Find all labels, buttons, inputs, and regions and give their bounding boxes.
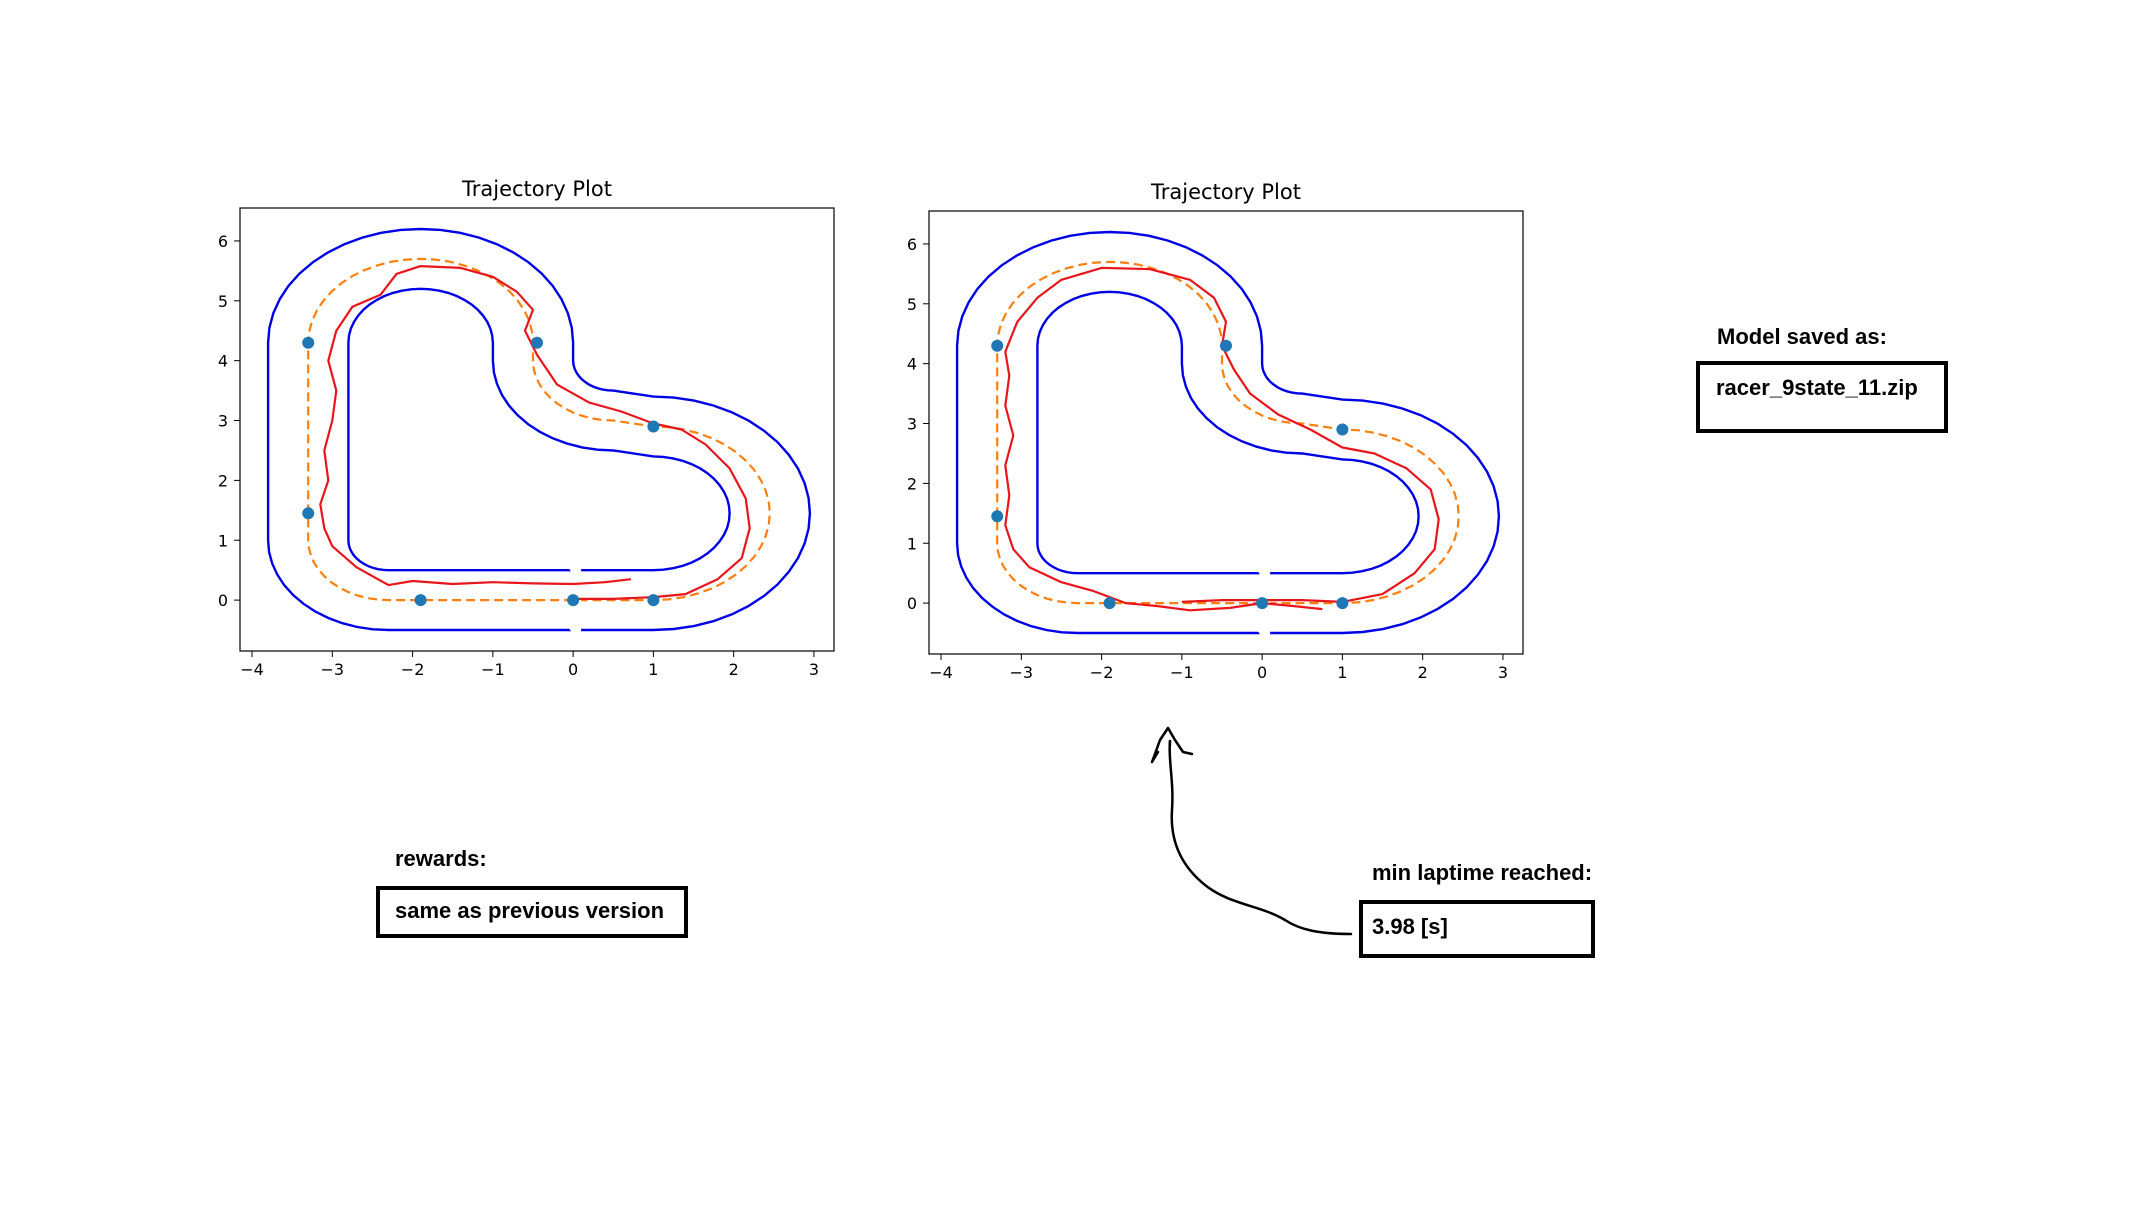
x-tick-label: 3 xyxy=(809,660,819,679)
laptime-value: 3.98 [s] xyxy=(1372,914,1448,939)
y-tick-label: 4 xyxy=(907,355,917,374)
x-tick-label: −2 xyxy=(1090,663,1114,682)
trajectory-line xyxy=(1004,266,1440,612)
y-tick-label: 4 xyxy=(218,352,228,371)
waypoint-marker xyxy=(1336,423,1349,436)
waypoint-marker xyxy=(991,510,1004,523)
laptime-box xyxy=(1359,900,1595,958)
y-tick-label: 0 xyxy=(218,591,228,610)
x-tick-label: 1 xyxy=(648,660,658,679)
y-tick-label: 6 xyxy=(907,235,917,254)
waypoint-marker xyxy=(414,594,427,607)
rewards-box xyxy=(376,886,688,938)
waypoint-marker xyxy=(302,507,315,520)
rewards-label: rewards: xyxy=(395,846,487,871)
laptime-label: min laptime reached: xyxy=(1372,860,1593,885)
y-tick-label: 5 xyxy=(218,292,228,311)
x-tick-label: −2 xyxy=(401,660,425,679)
waypoint-marker xyxy=(1220,339,1232,352)
trajectory-line xyxy=(319,265,751,600)
x-tick-label: 0 xyxy=(1257,663,1267,682)
waypoint-marker xyxy=(567,594,580,607)
x-tick-label: −3 xyxy=(1010,663,1034,682)
x-tick-label: −3 xyxy=(321,660,345,679)
x-tick-label: 3 xyxy=(1498,663,1508,682)
y-tick-label: 3 xyxy=(907,415,917,434)
x-tick-label: 2 xyxy=(729,660,739,679)
x-tick-label: 2 xyxy=(1418,663,1428,682)
start-gap-inner xyxy=(569,565,578,575)
x-tick-label: 0 xyxy=(568,660,578,679)
y-tick-label: 0 xyxy=(907,594,917,613)
arrow-head xyxy=(1150,726,1194,764)
start-gap-inner xyxy=(1258,568,1267,578)
x-tick-label: −1 xyxy=(481,660,505,679)
waypoint-marker xyxy=(1256,597,1269,610)
y-tick-label: 2 xyxy=(907,474,917,493)
model-filename-box xyxy=(1696,361,1948,433)
x-tick-label: 1 xyxy=(1337,663,1347,682)
waypoint-marker xyxy=(1103,597,1116,610)
waypoint-marker xyxy=(991,339,1004,352)
x-tick-label: −1 xyxy=(1170,663,1194,682)
waypoint-marker xyxy=(302,336,315,349)
arrow-shaft xyxy=(1168,739,1353,936)
track-inner-boundary xyxy=(1036,290,1420,575)
track-inner-boundary xyxy=(347,287,731,572)
y-tick-label: 1 xyxy=(907,534,917,553)
plot-title: Trajectory Plot xyxy=(461,177,612,201)
x-tick-label: −4 xyxy=(929,663,953,682)
reference-centerline xyxy=(307,257,771,602)
waypoint-marker xyxy=(647,420,660,433)
y-tick-label: 5 xyxy=(907,295,917,314)
start-gap-outer xyxy=(569,625,578,635)
y-tick-label: 3 xyxy=(218,412,228,431)
rewards-value: same as previous version xyxy=(395,898,665,923)
waypoint-marker xyxy=(531,336,543,349)
track-outer-boundary xyxy=(266,227,812,632)
waypoint-marker xyxy=(647,594,660,607)
start-gap-outer xyxy=(1258,628,1267,638)
waypoint-marker xyxy=(1336,597,1349,610)
y-tick-label: 1 xyxy=(218,531,228,550)
plot-title: Trajectory Plot xyxy=(1150,180,1301,204)
plot-frame xyxy=(239,207,835,652)
y-tick-label: 2 xyxy=(218,471,228,490)
model-saved-label: Model saved as: xyxy=(1717,324,1887,349)
plot-frame xyxy=(928,210,1524,655)
y-tick-label: 6 xyxy=(218,232,228,251)
model-filename: racer_9state_11.zip xyxy=(1716,375,1918,400)
track-outer-boundary xyxy=(955,230,1501,635)
x-tick-label: −4 xyxy=(240,660,264,679)
